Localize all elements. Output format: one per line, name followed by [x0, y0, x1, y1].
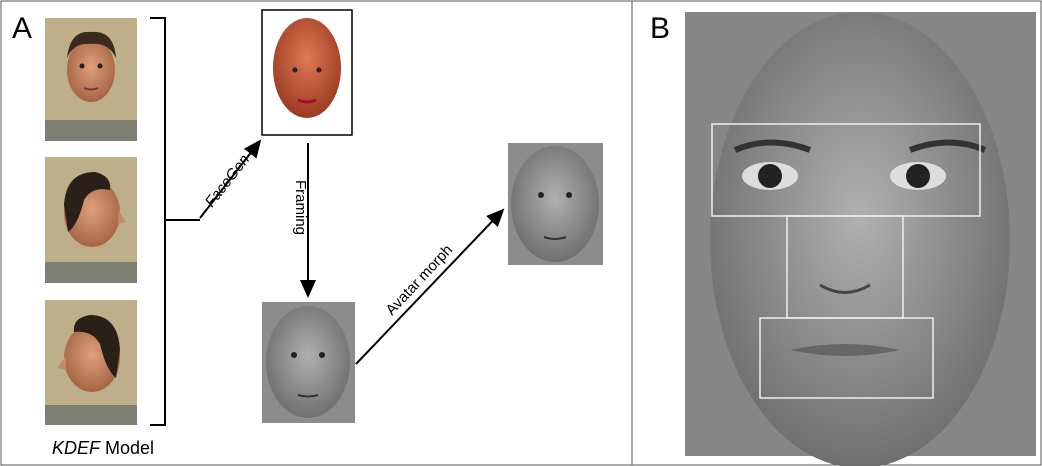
- source-caption: KDEF Model: [52, 438, 154, 458]
- panel-label: B: [650, 12, 670, 45]
- morph-face: [508, 143, 603, 265]
- caption-part: Model: [105, 438, 154, 458]
- arrow: [355, 208, 505, 365]
- bracket: [150, 17, 200, 426]
- panel-label: A: [12, 12, 32, 45]
- arrow-label: Framing: [292, 180, 309, 235]
- photo-profile-right: [45, 157, 137, 283]
- arrow: [199, 139, 262, 219]
- arrow-label: FaceGen: [202, 151, 253, 210]
- photo-front: [45, 18, 137, 141]
- facegen-image: [261, 9, 353, 136]
- caption-part: KDEF: [52, 438, 101, 458]
- framed-face: [262, 302, 355, 423]
- face-regions: [685, 12, 1036, 466]
- photo-profile-left: [45, 300, 137, 425]
- arrow-label: Avatar morph: [382, 241, 456, 318]
